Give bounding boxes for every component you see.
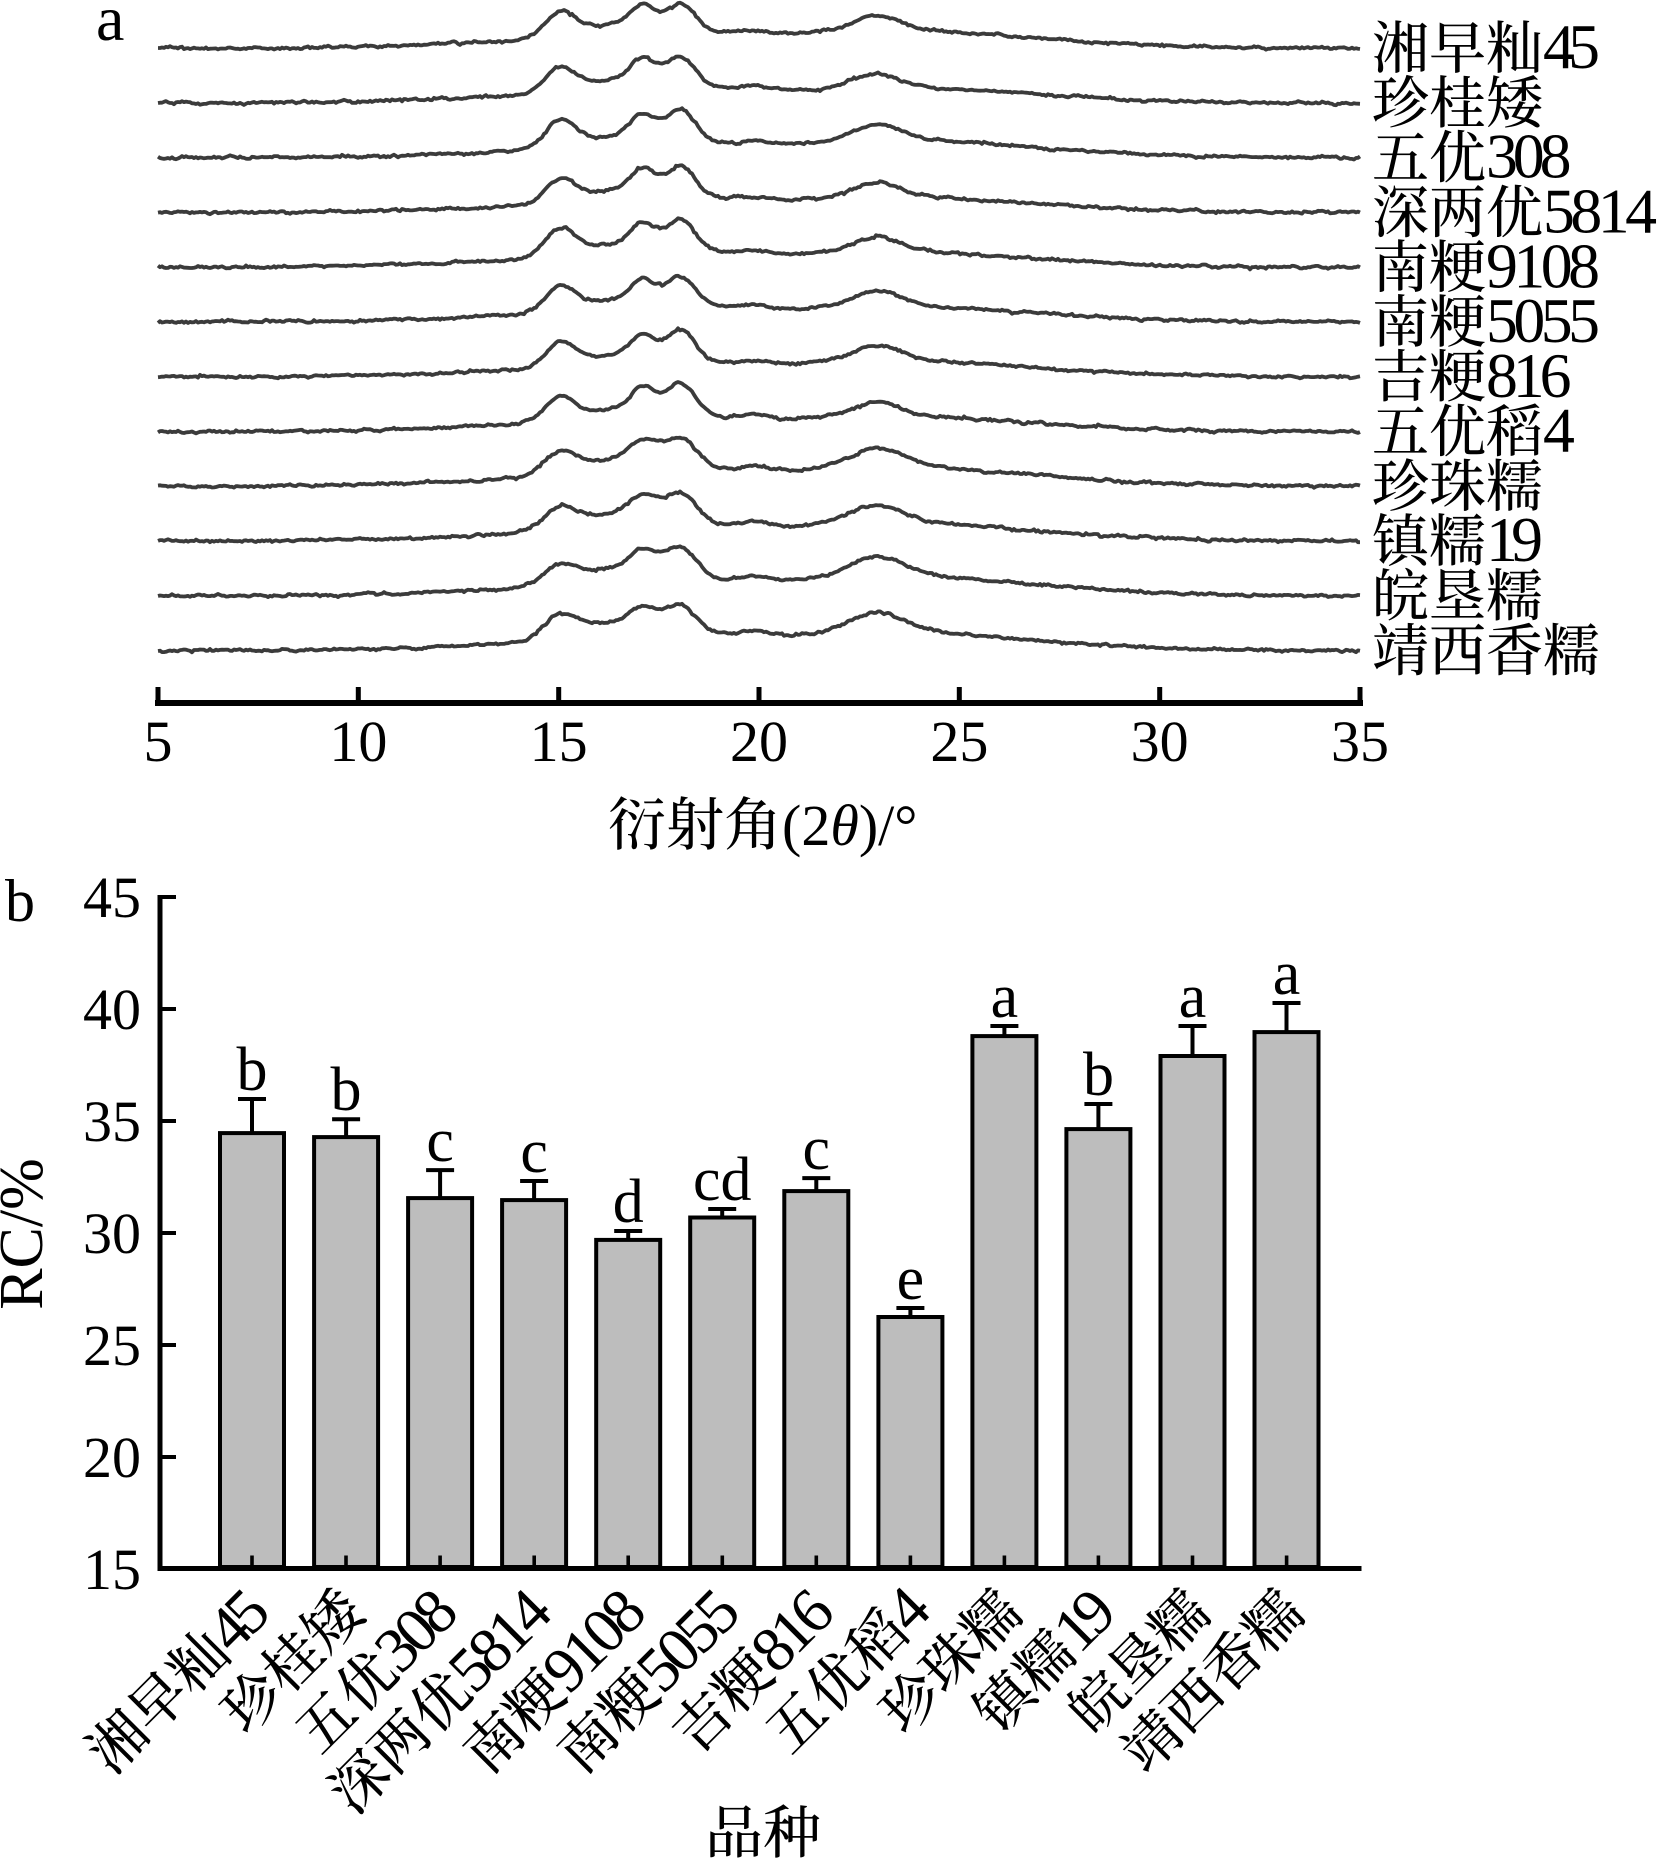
svg-text:c: c xyxy=(426,1107,454,1175)
svg-text:30: 30 xyxy=(83,1201,141,1266)
svg-text:20: 20 xyxy=(730,709,788,774)
svg-text:c: c xyxy=(803,1115,831,1183)
svg-text:20: 20 xyxy=(83,1425,141,1490)
svg-text:a: a xyxy=(1273,940,1301,1008)
svg-text:b: b xyxy=(5,868,35,934)
svg-text:25: 25 xyxy=(83,1313,141,1378)
svg-text:e: e xyxy=(897,1245,925,1313)
svg-text:30: 30 xyxy=(1131,709,1189,774)
svg-text:a: a xyxy=(1179,963,1207,1031)
svg-text:35: 35 xyxy=(1331,709,1389,774)
svg-text:45: 45 xyxy=(83,865,141,930)
svg-text:c: c xyxy=(520,1118,548,1186)
svg-text:25: 25 xyxy=(930,709,988,774)
svg-text:b: b xyxy=(237,1036,268,1104)
svg-text:b: b xyxy=(331,1056,362,1124)
svg-text:40: 40 xyxy=(83,977,141,1042)
svg-text:b: b xyxy=(1083,1041,1114,1109)
svg-text:35: 35 xyxy=(83,1089,141,1154)
svg-text:15: 15 xyxy=(83,1537,141,1602)
svg-text:9108: 9108 xyxy=(1486,230,1600,301)
svg-text:RC/%: RC/% xyxy=(0,1158,56,1310)
svg-text:816: 816 xyxy=(1486,340,1572,411)
svg-text:10: 10 xyxy=(329,709,387,774)
svg-text:308: 308 xyxy=(1486,121,1572,192)
svg-text:a: a xyxy=(991,963,1019,1031)
svg-text:45: 45 xyxy=(1543,11,1600,82)
svg-text:19: 19 xyxy=(1486,504,1543,575)
svg-text:cd: cd xyxy=(693,1146,752,1214)
svg-text:4: 4 xyxy=(1543,395,1575,466)
svg-text:5814: 5814 xyxy=(1543,176,1657,247)
svg-text:a: a xyxy=(96,0,124,54)
svg-text:5: 5 xyxy=(144,709,173,774)
svg-text:d: d xyxy=(613,1168,644,1236)
svg-text:(2θ)/°: (2θ)/° xyxy=(782,793,917,858)
svg-text:5055: 5055 xyxy=(1486,285,1600,356)
svg-text:15: 15 xyxy=(530,709,588,774)
